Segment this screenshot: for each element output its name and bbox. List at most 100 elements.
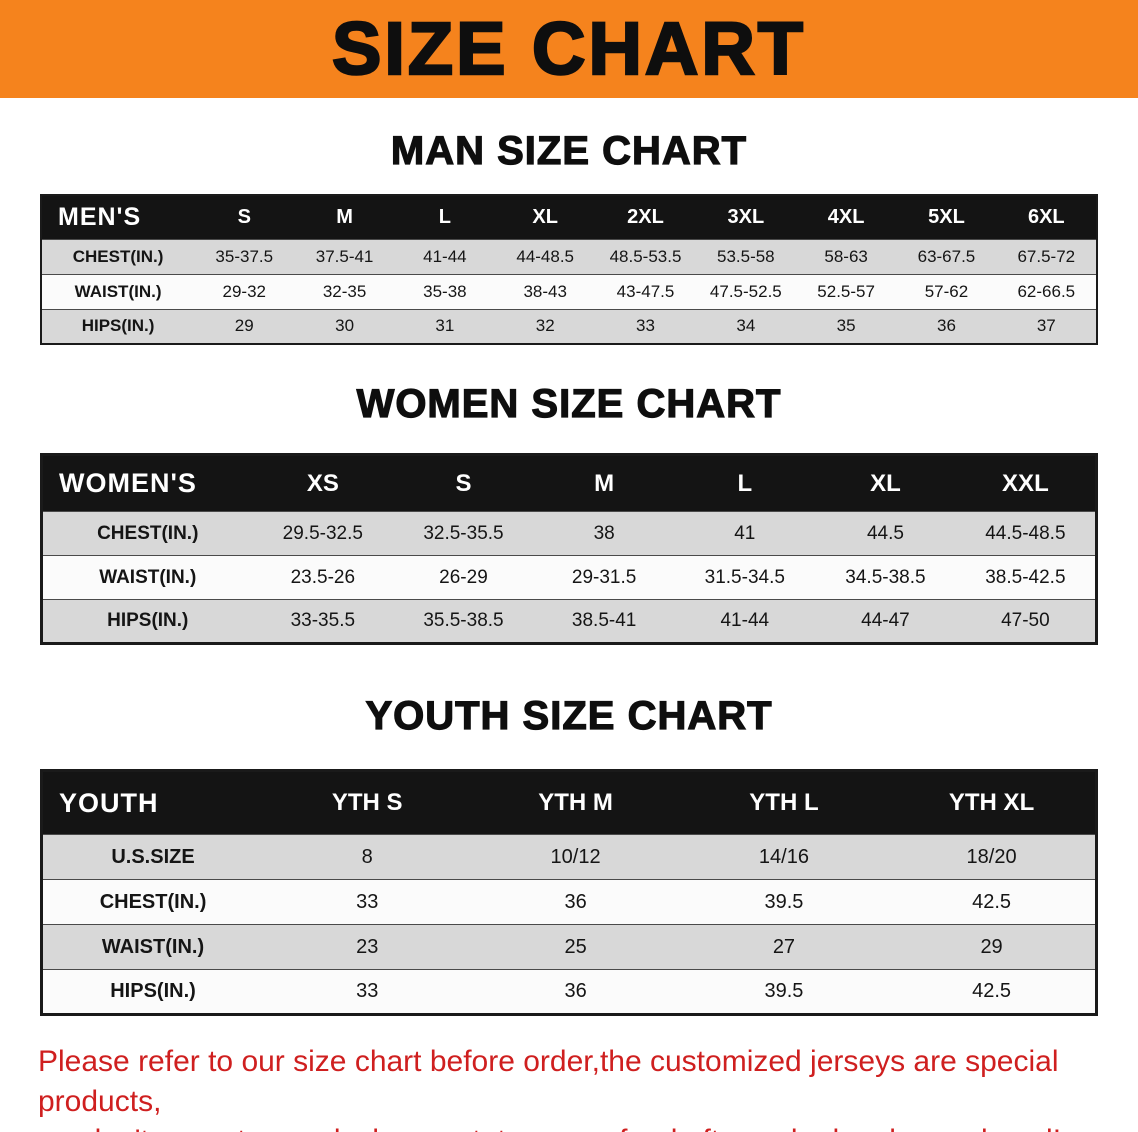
youth-size-section: YOUTH SIZE CHART YOUTH YTH S YTH M YTH L YTH…: [0, 693, 1138, 1016]
row-label: HIPS(IN.): [41, 308, 195, 344]
value-cell: 31.5-34.5: [674, 555, 816, 600]
value-cell: 39.5: [679, 969, 889, 1015]
row-label: WAIST(IN.): [41, 924, 264, 970]
men-size-table: MEN'S S M L XL 2XL 3XL 4XL 5XL 6XL CHEST(IN.) 35-37…: [40, 194, 1098, 345]
table-row: HIPS(IN.) 33 36 39.5 42.5: [41, 969, 1097, 1015]
table-row: CHEST(IN.) 33 36 39.5 42.5: [41, 879, 1097, 925]
table-header-row: MEN'S S M L XL 2XL 3XL 4XL 5XL 6XL: [41, 195, 1097, 239]
value-cell: 43-47.5: [595, 273, 696, 309]
size-header-cell: 5XL: [896, 195, 997, 239]
value-cell: 27: [679, 924, 889, 970]
value-cell: 33: [263, 969, 472, 1015]
value-cell: 53.5-58: [695, 238, 796, 274]
value-cell: 39.5: [679, 879, 889, 925]
size-header-cell: XXL: [955, 454, 1097, 512]
table-title-cell: MEN'S: [41, 195, 195, 239]
value-cell: 35.5-38.5: [393, 599, 534, 644]
row-label: HIPS(IN.): [41, 969, 264, 1015]
table-row: HIPS(IN.) 33-35.5 35.5-38.5 38.5-41 41-44 44-…: [41, 599, 1097, 644]
value-cell: 36: [471, 969, 680, 1015]
table-row: CHEST(IN.) 29.5-32.5 32.5-35.5 38 41 44.5 44.5…: [41, 511, 1097, 556]
table-header-row: WOMEN'S XS S M L XL XXL: [41, 454, 1097, 512]
row-label: U.S.SIZE: [41, 834, 264, 880]
value-cell: 44-48.5: [495, 238, 596, 274]
value-cell: 63-67.5: [896, 238, 997, 274]
size-header-cell: YTH L: [679, 770, 889, 835]
size-header-cell: XL: [815, 454, 956, 512]
value-cell: 32: [495, 308, 596, 344]
value-cell: 33: [595, 308, 696, 344]
value-cell: 44-47: [815, 599, 956, 644]
table-row: CHEST(IN.) 35-37.5 37.5-41 41-44 44-48.5 48.5…: [41, 238, 1097, 274]
value-cell: 42.5: [888, 879, 1097, 925]
value-cell: 34: [695, 308, 796, 344]
size-header-cell: S: [194, 195, 295, 239]
men-section-heading: MAN SIZE CHART: [390, 128, 748, 173]
banner: SIZE CHART: [0, 0, 1138, 98]
table-row: WAIST(IN.) 23.5-26 26-29 29-31.5 31.5-34.5 34…: [41, 555, 1097, 600]
disclaimer-line-1: Please refer to our size chart before or…: [38, 1045, 1059, 1118]
value-cell: 30: [294, 308, 395, 344]
size-header-cell: 3XL: [695, 195, 796, 239]
value-cell: 35-38: [394, 273, 496, 309]
row-label: WAIST(IN.): [41, 555, 253, 600]
size-header-cell: L: [394, 195, 496, 239]
value-cell: 47.5-52.5: [695, 273, 796, 309]
size-header-cell: 2XL: [595, 195, 696, 239]
value-cell: 57-62: [896, 273, 997, 309]
value-cell: 42.5: [888, 969, 1097, 1015]
value-cell: 36: [471, 879, 680, 925]
value-cell: 67.5-72: [996, 238, 1097, 274]
value-cell: 58-63: [795, 238, 897, 274]
value-cell: 29-31.5: [533, 555, 675, 600]
youth-size-table: YOUTH YTH S YTH M YTH L YTH XL U.S.SIZE 8 10/12…: [40, 769, 1098, 1016]
value-cell: 35: [795, 308, 897, 344]
row-label: CHEST(IN.): [41, 879, 264, 925]
value-cell: 48.5-53.5: [595, 238, 696, 274]
value-cell: 37: [996, 308, 1097, 344]
value-cell: 29-32: [194, 273, 295, 309]
value-cell: 32-35: [294, 273, 395, 309]
value-cell: 33: [263, 879, 472, 925]
disclaimer: Please refer to our size chart before or…: [38, 1042, 1100, 1132]
value-cell: 23.5-26: [252, 555, 394, 600]
value-cell: 32.5-35.5: [393, 511, 534, 556]
table-header-row: YOUTH YTH S YTH M YTH L YTH XL: [41, 770, 1097, 835]
page-title: SIZE CHART: [331, 7, 806, 90]
value-cell: 38.5-42.5: [955, 555, 1097, 600]
size-header-cell: 6XL: [996, 195, 1097, 239]
size-header-cell: YTH M: [471, 770, 680, 835]
value-cell: 14/16: [679, 834, 889, 880]
size-header-cell: S: [393, 454, 534, 512]
value-cell: 44.5: [815, 511, 956, 556]
value-cell: 31: [394, 308, 496, 344]
value-cell: 52.5-57: [795, 273, 897, 309]
value-cell: 8: [263, 834, 472, 880]
men-size-section: MAN SIZE CHART MEN'S S M L XL 2XL 3XL 4XL 5XL 6XL…: [0, 128, 1138, 345]
value-cell: 36: [896, 308, 997, 344]
size-header-cell: YTH S: [263, 770, 472, 835]
value-cell: 44.5-48.5: [955, 511, 1097, 556]
women-section-heading: WOMEN SIZE CHART: [356, 381, 782, 426]
table-row: HIPS(IN.) 29 30 31 32 33 34 35 36 37: [41, 308, 1097, 344]
value-cell: 41-44: [394, 238, 496, 274]
disclaimer-line-2: we don't accept cancel, change, teturn o…: [38, 1121, 1100, 1132]
value-cell: 10/12: [471, 834, 680, 880]
size-header-cell: YTH XL: [888, 770, 1097, 835]
value-cell: 35-37.5: [194, 238, 295, 274]
table-title-cell: YOUTH: [41, 770, 264, 835]
value-cell: 38: [533, 511, 675, 556]
size-header-cell: M: [533, 454, 675, 512]
row-label: CHEST(IN.): [41, 238, 195, 274]
value-cell: 41-44: [674, 599, 816, 644]
women-size-section: WOMEN SIZE CHART WOMEN'S XS S M L XL XXL CHEST(…: [0, 381, 1138, 645]
value-cell: 33-35.5: [252, 599, 394, 644]
value-cell: 18/20: [888, 834, 1097, 880]
value-cell: 41: [674, 511, 816, 556]
value-cell: 47-50: [955, 599, 1097, 644]
row-label: CHEST(IN.): [41, 511, 253, 556]
value-cell: 29: [194, 308, 295, 344]
women-size-table: WOMEN'S XS S M L XL XXL CHEST(IN.) 29.5-32.5 32.5…: [40, 453, 1098, 645]
value-cell: 25: [471, 924, 680, 970]
